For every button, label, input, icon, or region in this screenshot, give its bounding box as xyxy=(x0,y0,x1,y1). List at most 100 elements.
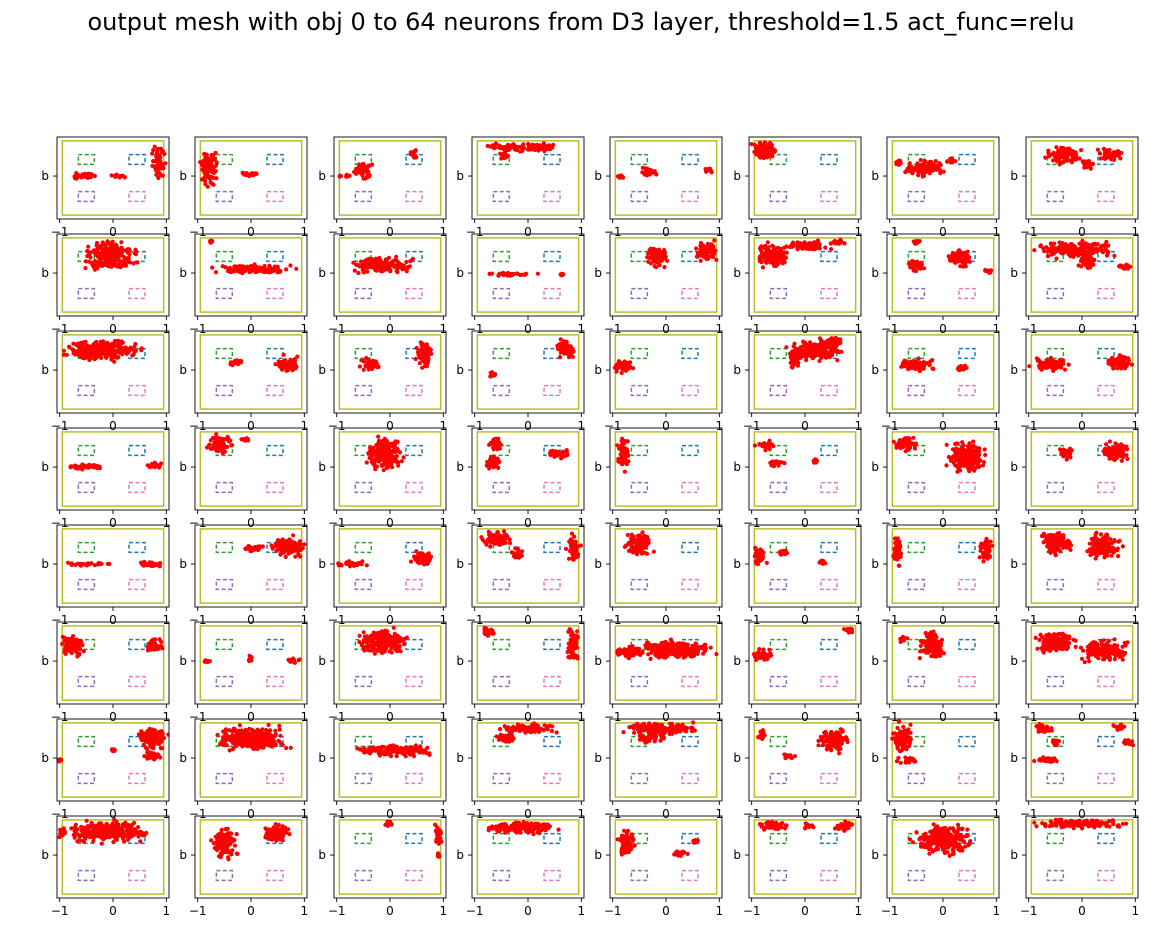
bottom-right-box-rect xyxy=(543,481,561,494)
boundary-rect xyxy=(614,334,718,410)
data-point xyxy=(209,181,214,186)
subplot: b−1 0 1 xyxy=(1010,233,1139,336)
data-point xyxy=(1043,155,1048,160)
data-point xyxy=(909,264,914,269)
data-point xyxy=(624,447,629,452)
data-point xyxy=(1125,361,1130,366)
scatter-points xyxy=(208,238,299,276)
data-point xyxy=(202,151,207,156)
data-point xyxy=(61,352,66,357)
data-point xyxy=(654,172,659,177)
top-left-box-rect xyxy=(630,153,649,166)
subplot: b−1 0 1 xyxy=(594,136,723,239)
x-tick-label: 1 xyxy=(578,225,586,239)
x-tick-label: 1 xyxy=(716,322,724,336)
data-point xyxy=(489,462,495,467)
data-point xyxy=(126,349,132,354)
data-point xyxy=(1057,246,1062,251)
data-point xyxy=(1082,244,1087,249)
y-tick-label: b xyxy=(41,557,49,571)
data-point xyxy=(834,340,840,346)
data-point xyxy=(377,452,382,457)
data-point xyxy=(106,256,111,261)
data-point xyxy=(365,269,370,274)
data-point xyxy=(415,350,421,355)
scatter-points xyxy=(228,352,300,373)
data-point xyxy=(948,458,954,463)
x-tick-label: 0 xyxy=(386,516,394,530)
data-point xyxy=(498,442,503,447)
x-tick-label: 1 xyxy=(163,225,171,239)
x-tick-label: 1 xyxy=(440,516,448,530)
bottom-left-box-rect xyxy=(1046,287,1065,300)
data-point xyxy=(953,452,959,457)
data-point xyxy=(374,443,379,448)
data-point xyxy=(420,347,425,352)
data-point xyxy=(829,247,834,252)
data-point xyxy=(911,435,916,440)
data-point xyxy=(154,154,159,159)
data-point xyxy=(139,346,144,351)
y-tick-label: b xyxy=(733,169,741,183)
boundary-rect xyxy=(1030,237,1134,313)
scatter-points xyxy=(615,436,631,474)
data-point xyxy=(394,459,399,465)
data-point xyxy=(700,247,705,252)
top-left-box-rect xyxy=(77,444,96,457)
scatter-points xyxy=(645,238,719,270)
data-point xyxy=(84,465,89,470)
data-point xyxy=(1061,361,1066,366)
data-point xyxy=(112,243,117,248)
x-tick-label: −1 xyxy=(51,322,69,336)
data-point xyxy=(496,465,501,470)
top-right-box-rect xyxy=(405,250,423,263)
x-tick-label: −1 xyxy=(189,322,207,336)
x-tick-label: −1 xyxy=(1020,225,1038,239)
data-point xyxy=(150,151,155,156)
data-point xyxy=(830,352,835,357)
data-point xyxy=(832,240,837,245)
top-left-box-rect xyxy=(77,153,96,166)
top-left-box-rect xyxy=(1046,347,1065,360)
data-point xyxy=(789,364,794,370)
x-tick-label: 1 xyxy=(993,419,1001,433)
bottom-right-box-rect xyxy=(820,384,838,397)
y-tick-label: b xyxy=(41,169,49,183)
data-point xyxy=(225,434,230,439)
y-tick-label: b xyxy=(594,460,602,474)
data-point xyxy=(752,443,758,448)
data-point xyxy=(1117,264,1122,269)
data-point xyxy=(760,265,766,270)
boundary-rect xyxy=(891,431,995,507)
data-point xyxy=(1103,247,1108,252)
data-point xyxy=(1071,150,1076,155)
bottom-left-box-rect xyxy=(907,384,926,397)
data-point xyxy=(973,451,979,456)
data-point xyxy=(757,442,762,447)
x-tick-label: 1 xyxy=(163,613,171,627)
data-point xyxy=(285,361,290,366)
bottom-right-box-rect xyxy=(820,190,838,203)
bottom-right-box-rect xyxy=(128,578,146,591)
data-point xyxy=(759,260,764,265)
data-point xyxy=(782,245,787,250)
data-point xyxy=(964,365,969,370)
data-point xyxy=(88,255,93,260)
data-point xyxy=(268,266,273,271)
data-point xyxy=(1054,256,1059,261)
data-point xyxy=(948,156,953,161)
bottom-left-box-rect xyxy=(492,481,511,494)
data-point xyxy=(622,469,628,474)
top-right-box-rect xyxy=(543,153,561,166)
scatter-points xyxy=(484,436,570,471)
data-point xyxy=(425,360,430,365)
x-tick-label: 1 xyxy=(301,322,309,336)
data-point xyxy=(97,259,102,264)
x-tick-label: −1 xyxy=(189,516,207,530)
bottom-right-box-rect xyxy=(405,190,423,203)
scatter-points xyxy=(68,460,164,472)
data-point xyxy=(1079,264,1084,269)
x-tick-label: 0 xyxy=(801,225,809,239)
data-point xyxy=(1106,243,1111,248)
boundary-rect xyxy=(891,334,995,410)
